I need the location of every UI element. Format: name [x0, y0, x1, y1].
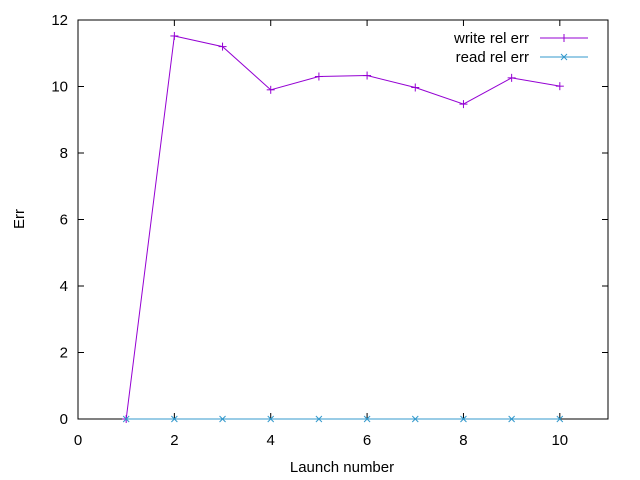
series-line-0 [125, 35, 560, 420]
series-1-point-6 [363, 415, 371, 423]
series-layer [122, 31, 564, 423]
series-1-point-2 [171, 415, 178, 423]
legend-marker-1-d2 [560, 53, 568, 61]
y-tick-label-12: 12 [51, 12, 68, 29]
series-0-point-5 [314, 72, 323, 81]
series-1-point-9 [508, 415, 515, 423]
series-0-point-4 [266, 85, 275, 94]
series-1-point-7 [411, 415, 419, 423]
x-axis-label: Launch number [290, 459, 394, 476]
x-tick-label-6: 6 [363, 432, 371, 449]
legend-label-0: write rel err [453, 30, 529, 47]
series-1-point-2-d2 [171, 415, 178, 423]
series-0-point-2 [170, 31, 179, 40]
y-tick-label-10: 10 [51, 79, 68, 96]
legend: write rel err read rel err [453, 30, 588, 66]
x-tick-label-2: 2 [170, 432, 178, 449]
series-1-point-4-d2 [267, 415, 275, 423]
series-1-point-5-d2 [315, 415, 323, 423]
series-0-point-9 [507, 73, 516, 82]
tick-labels: 0 2 4 6 8 10 0 2 4 6 8 10 12 [51, 12, 568, 449]
legend-marker-0 [560, 34, 568, 42]
series-1-point-6-d2 [363, 415, 371, 423]
series-1-point-8 [460, 415, 467, 423]
series-0-point-3 [218, 42, 227, 51]
series-1-point-7-d2 [411, 415, 419, 423]
series-1-point-10 [556, 415, 564, 423]
x-tick-label-8: 8 [459, 432, 467, 449]
x-tick-label-10: 10 [551, 432, 568, 449]
series-1-point-1-d2 [122, 415, 130, 423]
series-1-point-3-d2 [219, 415, 226, 423]
series-1-point-10-d2 [556, 415, 564, 423]
x-tick-label-4: 4 [267, 432, 275, 449]
series-1-point-1 [122, 415, 130, 423]
series-1-point-3 [219, 415, 226, 423]
series-0-point-10 [555, 82, 564, 91]
series-1-point-9-d2 [508, 415, 515, 423]
legend-label-1: read rel err [456, 49, 529, 66]
y-tick-label-6: 6 [60, 212, 68, 229]
series-0-point-7 [411, 83, 420, 92]
legend-marker-1 [560, 53, 568, 61]
y-tick-label-2: 2 [60, 345, 68, 362]
y-tick-label-0: 0 [60, 411, 68, 428]
plot-area-frame [77, 19, 609, 420]
y-tick-label-4: 4 [60, 278, 68, 295]
y-tick-label-8: 8 [60, 145, 68, 162]
series-1-point-5 [315, 415, 323, 423]
ticks [77, 19, 608, 420]
series-0-point-6 [363, 71, 372, 80]
y-axis-label: Err [11, 209, 28, 229]
series-1-point-4 [267, 415, 275, 423]
series-1-point-8-d2 [460, 415, 467, 423]
x-tick-label-0: 0 [74, 432, 82, 449]
series-0-point-8 [459, 100, 468, 109]
